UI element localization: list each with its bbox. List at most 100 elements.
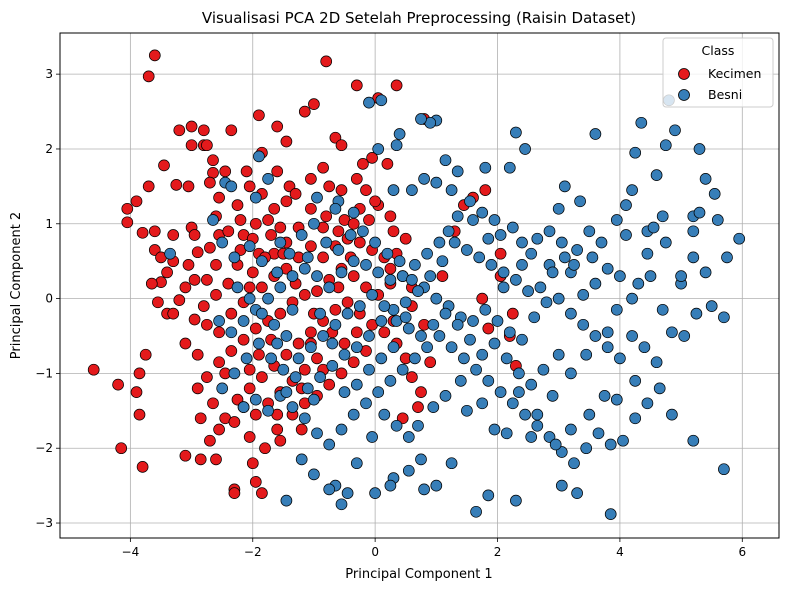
data-point-kecimen [311,285,323,297]
data-point-besni [301,251,314,264]
data-point-besni [308,217,320,230]
data-point-besni [586,251,599,264]
data-point-besni [427,318,440,331]
data-point-besni [237,401,250,413]
data-point-kecimen [197,300,210,312]
data-point-kecimen [201,371,213,383]
data-point-kecimen [347,270,360,282]
y-tick-label: 0 [45,292,53,306]
data-point-besni [479,161,492,174]
data-point-besni [439,307,452,320]
data-point-kecimen [347,217,360,230]
data-point-besni [372,266,385,279]
x-axis-label: Principal Component 1 [345,567,492,582]
data-point-kecimen [280,195,293,208]
data-point-kecimen [415,386,427,398]
data-point-kecimen [182,180,195,193]
data-point-kecimen [182,259,195,271]
data-point-besni [412,285,424,297]
data-point-besni [207,214,219,226]
data-point-besni [329,202,342,215]
data-point-besni [718,311,730,324]
data-point-kecimen [292,337,305,350]
data-point-besni [467,315,479,327]
data-point-besni [659,236,672,249]
data-point-kecimen [188,229,201,241]
data-point-besni [249,393,262,406]
data-point-kecimen [130,386,143,398]
data-point-besni [393,255,406,268]
data-point-kecimen [136,226,149,239]
data-point-kecimen [341,296,354,309]
data-point-besni [298,412,311,425]
data-point-besni [433,236,446,249]
data-point-kecimen [424,356,437,369]
data-point-besni [225,180,238,193]
y-tick-label: −3 [35,516,53,530]
data-point-kecimen [179,337,192,350]
x-tick-label: 6 [738,545,746,559]
data-point-besni [470,363,482,376]
data-point-besni [531,408,544,421]
data-point-besni [497,281,510,294]
data-point-kecimen [213,423,225,436]
data-point-besni [387,341,400,354]
data-point-kecimen [259,442,271,455]
data-point-besni [470,505,482,518]
data-point-besni [253,150,265,163]
data-point-kecimen [357,158,369,170]
data-point-besni [601,262,614,275]
data-point-besni [237,315,250,327]
data-point-kecimen [243,180,256,193]
data-point-besni [525,247,538,260]
data-point-kecimen [360,184,372,196]
data-point-kecimen [353,236,366,249]
data-point-besni [274,281,287,294]
data-point-besni [513,367,525,380]
data-point-besni [506,397,519,410]
data-point-besni [604,438,617,451]
data-point-besni [332,244,345,256]
data-point-besni [451,210,464,223]
data-point-kecimen [170,179,183,191]
data-point-kecimen [204,241,216,254]
data-point-kecimen [115,442,128,455]
chart-title: Visualisasi PCA 2D Setelah Preprocessing… [202,9,636,27]
y-tick-label: −1 [35,366,53,380]
data-point-besni [558,251,571,264]
data-point-besni [513,386,525,398]
data-point-besni [565,423,577,436]
y-axis-label: Principal Component 2 [9,212,24,359]
data-point-besni [568,259,580,271]
data-point-besni [338,386,351,398]
data-point-kecimen [87,363,100,376]
data-point-besni [311,191,323,204]
data-point-besni [439,154,452,167]
data-point-besni [375,94,388,107]
data-point-besni [614,352,626,365]
data-point-besni [500,427,513,440]
data-point-besni [415,330,427,342]
data-point-besni [482,375,495,387]
data-point-besni [641,247,654,260]
data-point-besni [402,464,415,477]
data-point-besni [534,281,547,294]
data-point-kecimen [207,167,219,179]
data-point-kecimen [219,165,232,178]
data-point-kecimen [194,412,207,425]
data-point-besni [390,139,403,152]
data-point-besni [580,348,593,361]
data-point-besni [528,311,541,324]
data-point-besni [565,307,577,320]
data-point-kecimen [246,457,259,470]
data-point-kecimen [148,225,161,238]
data-point-kecimen [338,337,351,350]
data-point-kecimen [363,214,375,226]
data-point-besni [693,206,706,219]
data-point-besni [699,173,712,185]
data-point-kecimen [323,378,336,391]
data-point-kecimen [253,109,265,122]
data-point-kecimen [305,326,317,339]
data-point-kecimen [274,307,287,320]
legend-marker-besni [678,89,690,101]
